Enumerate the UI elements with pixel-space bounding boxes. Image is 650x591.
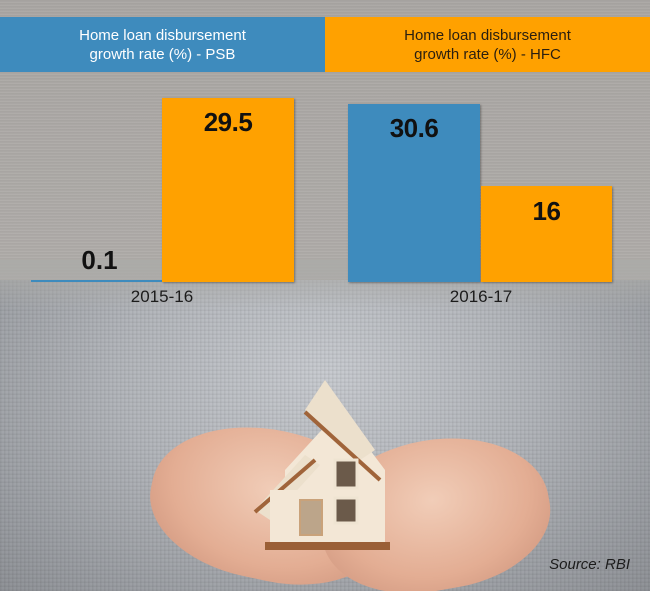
bar-hfc-2015-16: 29.5 bbox=[162, 98, 294, 282]
category-label-2015-16: 2015-16 bbox=[130, 287, 194, 306]
legend-psb-line2: growth rate (%) - PSB bbox=[89, 45, 236, 63]
legend-hfc-line1: Home loan disbursement bbox=[404, 26, 571, 44]
value-label-psb-2015-16: 0.1 bbox=[81, 245, 118, 275]
value-label-hfc-2016-17: 16 bbox=[532, 196, 561, 226]
legend-psb: Home loan disbursement growth rate (%) -… bbox=[0, 17, 325, 72]
bar-hfc-2016-17: 16 bbox=[481, 186, 612, 282]
bar-psb-2015-16 bbox=[31, 280, 162, 282]
model-house-icon bbox=[253, 380, 390, 550]
legend-hfc: Home loan disbursement growth rate (%) -… bbox=[325, 17, 650, 72]
category-label-2016-17: 2016-17 bbox=[449, 287, 513, 306]
legend-hfc-line2: growth rate (%) - HFC bbox=[414, 45, 561, 63]
value-label-hfc-2015-16: 29.5 bbox=[203, 107, 253, 137]
value-label-psb-2016-17: 30.6 bbox=[389, 113, 439, 143]
source-note: Source: RBI bbox=[549, 556, 630, 573]
bar-psb-2016-17: 30.6 bbox=[348, 104, 480, 282]
legend-psb-line1: Home loan disbursement bbox=[79, 26, 246, 44]
